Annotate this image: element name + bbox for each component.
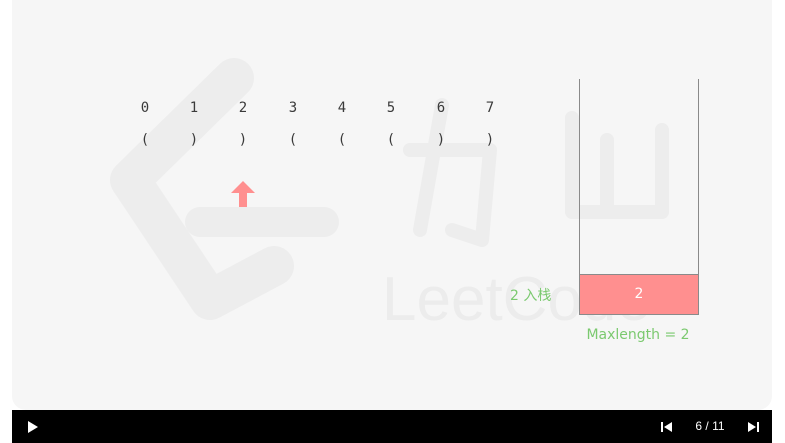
index-label: 0 <box>140 100 150 116</box>
player-control-bar: 6 / 11 <box>12 410 772 443</box>
index-label: 7 <box>485 100 495 116</box>
paren-char: ( <box>288 132 298 148</box>
push-label: 2 入栈 <box>510 288 552 304</box>
paren-char: ) <box>436 132 446 148</box>
paren-char: ) <box>189 132 199 148</box>
play-icon <box>28 420 38 433</box>
maxlength-label: Maxlength = 2 <box>586 327 690 343</box>
skip-previous-icon <box>661 421 672 432</box>
stack-item: 2 <box>580 274 698 314</box>
paren-char: ( <box>140 132 150 148</box>
paren-char: ( <box>386 132 396 148</box>
next-step-button[interactable] <box>742 410 764 443</box>
paren-char: ) <box>238 132 248 148</box>
index-label: 3 <box>288 100 298 116</box>
step-counter: 6 / 11 <box>695 419 725 433</box>
skip-next-icon <box>748 421 759 432</box>
slide-canvas: LeetCode 0 1 2 3 4 5 6 7 ( ) ) ( ( ( ) )… <box>12 0 772 410</box>
paren-char: ) <box>485 132 495 148</box>
stack-container: 2 <box>579 79 699 315</box>
play-button[interactable] <box>22 410 44 443</box>
index-label: 6 <box>436 100 446 116</box>
up-arrow-pointer-icon <box>231 181 255 207</box>
index-label: 5 <box>386 100 396 116</box>
index-label: 4 <box>337 100 347 116</box>
previous-step-button[interactable] <box>656 410 678 443</box>
index-label: 2 <box>238 100 248 116</box>
index-label: 1 <box>189 100 199 116</box>
paren-char: ( <box>337 132 347 148</box>
